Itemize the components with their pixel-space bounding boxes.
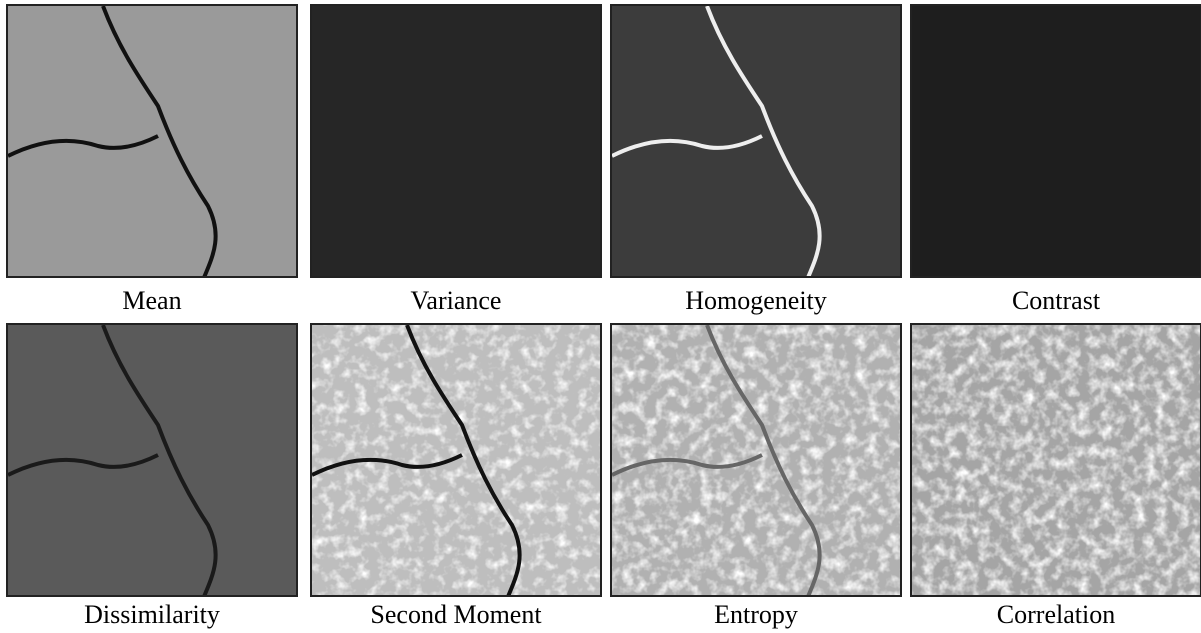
caption: Variance [306,286,606,316]
caption: Second Moment [306,600,606,630]
caption: Contrast [906,286,1201,316]
figure: Mean Variance Homogeneity Contrast Dissi… [0,0,1201,633]
texture-image [910,323,1201,597]
caption: Correlation [906,600,1201,630]
caption: Dissimilarity [2,600,302,630]
caption: Homogeneity [606,286,906,316]
texture-image [310,323,602,597]
caption: Entropy [606,600,906,630]
texture-image [6,323,298,597]
caption: Mean [2,286,302,316]
texture-image [610,323,902,597]
texture-image [310,4,602,278]
texture-image [6,4,298,278]
texture-image [910,4,1201,278]
texture-image [610,4,902,278]
